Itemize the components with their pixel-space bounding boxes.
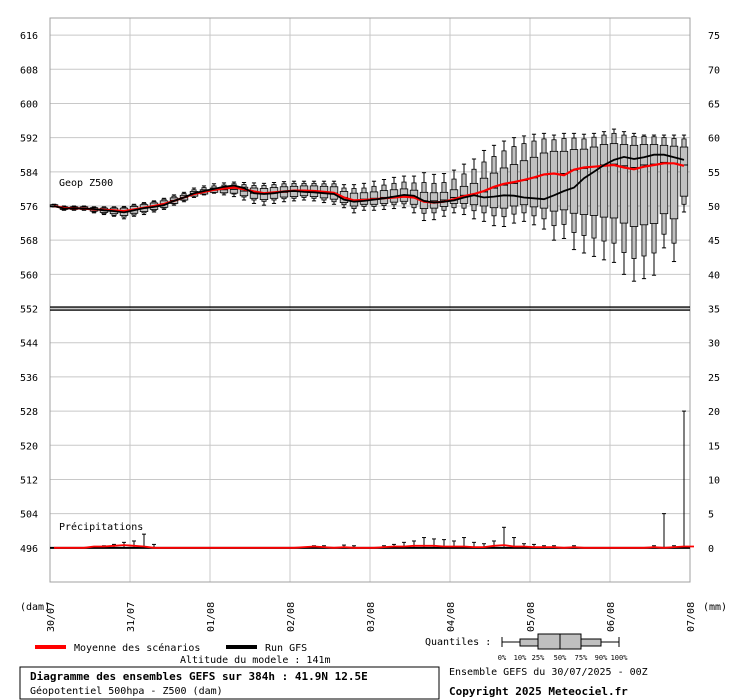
y-right-tick-label: 60 (708, 134, 720, 145)
x-tick-label: 01/08 (206, 602, 217, 632)
box-25-75 (549, 150, 559, 212)
box-25-75 (449, 189, 459, 204)
y-right-tick-label: 35 (708, 305, 720, 316)
y-left-tick-label: 560 (20, 270, 38, 281)
quantile-tick-label: 10% (514, 654, 527, 662)
quantile-tick-label: 25% (532, 654, 545, 662)
y-right-tick-label: 55 (708, 168, 720, 179)
y-right-tick-label: 50 (708, 202, 720, 213)
y-left-tick-label: 576 (20, 202, 38, 213)
title-line-2: Géopotentiel 500hpa - Z500 (dam) (30, 685, 223, 697)
y-left-tick-label: 544 (20, 339, 38, 350)
precip-mean-line (54, 544, 694, 549)
chart-axes: 6166086005925845765685605525445365285205… (20, 31, 720, 632)
copyright: Copyright 2025 Meteociel.fr (449, 685, 628, 698)
box-25-75 (539, 152, 549, 209)
box-25-75 (669, 145, 679, 220)
quantile-tick-label: 0% (498, 654, 507, 662)
title-line-1: Diagramme des ensembles GEFS sur 384h : … (30, 670, 368, 683)
box-25-75 (499, 167, 509, 209)
box-25-75 (639, 144, 649, 226)
y-left-tick-label: 552 (20, 305, 38, 316)
box-25-75 (599, 144, 609, 218)
plot-frame (49, 17, 691, 583)
y-right-tick-label: 25 (708, 373, 720, 384)
y-left-tick-label: 608 (20, 65, 38, 76)
y-right-unit-label: (mm) (703, 602, 727, 613)
box-25-75 (509, 164, 519, 207)
box-25-75 (559, 150, 569, 211)
box-25-75 (519, 160, 529, 206)
box-25-75 (619, 144, 629, 224)
x-tick-label: 03/08 (366, 602, 377, 632)
y-left-tick-label: 504 (20, 510, 38, 521)
geop-label: Geop Z500 (59, 178, 113, 189)
box-25-75 (489, 172, 499, 209)
title-box (19, 666, 440, 700)
box-25-75 (629, 144, 639, 227)
y-left-tick-label: 616 (20, 31, 38, 42)
y-right-tick-label: 15 (708, 441, 720, 452)
quantiles-label: Quantiles : (425, 637, 491, 648)
box-25-75 (529, 156, 539, 208)
y-left-tick-label: 520 (20, 441, 38, 452)
box-25-75 (569, 149, 579, 214)
y-left-tick-label: 568 (20, 236, 38, 247)
quantile-box-10-25 (519, 638, 539, 647)
ensemble-info: Ensemble GEFS du 30/07/2025 - 00Z (449, 667, 648, 678)
y-right-tick-label: 45 (708, 236, 720, 247)
box-25-75 (679, 146, 689, 197)
quantile-key: Quantiles : 0% 10% 25% 50% 75% 90% 100% (425, 633, 628, 662)
x-tick-label: 02/08 (286, 602, 297, 632)
x-tick-label: 06/08 (606, 602, 617, 632)
x-tick-label: 04/08 (446, 602, 457, 632)
y-right-tick-label: 5 (708, 510, 714, 521)
legend: Moyenne des scénarios Run GFS (35, 642, 307, 654)
y-right-tick-label: 0 (708, 544, 714, 555)
run-line (53, 153, 685, 214)
quantile-tick-label: 100% (611, 654, 629, 662)
y-right-tick-label: 20 (708, 407, 720, 418)
x-tick-label: 07/08 (686, 602, 697, 632)
x-tick-label: 30/07 (46, 602, 57, 632)
series-lines (53, 153, 694, 549)
box-25-75 (649, 144, 659, 224)
quantile-tick-label: 50% (554, 654, 567, 662)
quantile-ticks: 0% 10% 25% 50% 75% 90% 100% (498, 654, 628, 662)
x-unit-label: (dam) (20, 602, 50, 613)
y-left-tick-label: 528 (20, 407, 38, 418)
quantile-tick-label: 75% (575, 654, 588, 662)
x-tick-label: 05/08 (526, 602, 537, 632)
y-right-tick-label: 10 (708, 475, 720, 486)
quantile-tick-label: 90% (595, 654, 608, 662)
y-right-tick-label: 40 (708, 270, 720, 281)
y-right-tick-label: 70 (708, 65, 720, 76)
altitude-text: Altitude du modele : 141m (180, 655, 331, 666)
y-left-tick-label: 600 (20, 99, 38, 110)
geopotential-boxes (49, 128, 689, 282)
box-25-75 (589, 146, 599, 216)
legend-run-label: Run GFS (265, 643, 307, 654)
box-25-75 (359, 192, 369, 205)
chart-grid (49, 17, 691, 583)
y-right-tick-label: 30 (708, 339, 720, 350)
box-25-75 (609, 143, 619, 219)
y-right-tick-label: 75 (708, 31, 720, 42)
x-tick-label: 31/07 (126, 602, 137, 632)
box-25-75 (659, 144, 669, 215)
legend-mean-label: Moyenne des scénarios (74, 642, 200, 654)
y-left-tick-label: 592 (20, 134, 38, 145)
y-left-tick-label: 496 (20, 544, 38, 555)
mean-line (53, 162, 685, 213)
y-right-tick-label: 65 (708, 99, 720, 110)
y-left-tick-label: 536 (20, 373, 38, 384)
quantile-box-75-90 (580, 638, 602, 647)
y-left-tick-label: 584 (20, 168, 38, 179)
y-left-tick-label: 512 (20, 475, 38, 486)
precip-label: Précipitations (59, 521, 143, 533)
box-25-75 (439, 191, 449, 207)
